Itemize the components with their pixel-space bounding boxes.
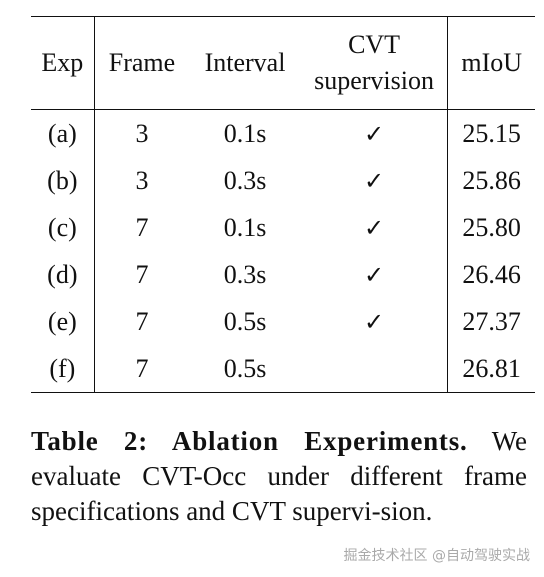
header-exp: Exp <box>31 16 95 110</box>
cell-miou: 25.86 <box>462 165 521 195</box>
cell-interval: 0.5s <box>189 345 301 393</box>
cell-miou: 25.15 <box>462 118 521 148</box>
header-cvt-supervision: CVT supervision <box>300 16 449 110</box>
cell-miou: 26.81 <box>447 345 535 393</box>
cell-cvt-checkmark: ✓ <box>300 157 449 204</box>
cell-interval: 0.3s <box>223 259 267 289</box>
cell-cvt-empty <box>300 345 449 393</box>
cell-exp: (c) <box>31 204 95 251</box>
caption-title: Table 2: Ablation Experiments. <box>31 426 468 456</box>
cell-exp: (d) <box>31 251 95 298</box>
cell-frame: 3 <box>135 165 149 195</box>
cell-exp: (f) <box>31 345 95 393</box>
table-row: (a) 3 0.1s ✓ 25.15 <box>31 109 535 157</box>
table-row: (c) 7 0.1s ✓ 25.80 <box>31 204 535 251</box>
cell-cvt-checkmark: ✓ <box>300 298 449 345</box>
header-cvt-line1: CVT <box>348 30 401 59</box>
ablation-table: Exp Frame Interval CVT supervision mIoU … <box>31 16 535 393</box>
cell-cvt-checkmark: ✓ <box>300 109 449 157</box>
header-miou: mIoU <box>447 16 535 110</box>
table-row: (d) 7 0.3s ✓ 26.46 <box>31 251 535 298</box>
cell-interval: 0.1s <box>223 118 267 148</box>
cell-exp: (b) <box>31 157 95 204</box>
table-row: (f) 7 0.5s 26.81 <box>31 345 535 393</box>
cell-miou-best: 27.37 <box>462 306 521 336</box>
header-interval: Interval <box>189 16 301 110</box>
cell-interval: 0.1s <box>223 212 267 242</box>
cell-frame: 3 <box>135 118 149 148</box>
cell-frame: 7 <box>135 306 149 336</box>
cell-cvt-checkmark: ✓ <box>300 204 449 251</box>
caption-body: We evaluate CVT-Occ under different fram… <box>31 426 527 526</box>
table-caption: Table 2: Ablation Experiments. We evalua… <box>31 424 527 529</box>
cell-frame: 7 <box>135 259 149 289</box>
table-row: (b) 3 0.3s ✓ 25.86 <box>31 157 535 204</box>
header-frame: Frame <box>94 16 190 110</box>
cell-frame: 7 <box>94 345 190 393</box>
cell-interval: 0.5s <box>223 306 267 336</box>
table-row: (e) 7 0.5s ✓ 27.37 <box>31 298 535 345</box>
cell-interval: 0.3s <box>223 165 267 195</box>
cell-frame: 7 <box>135 212 149 242</box>
cell-miou: 26.46 <box>462 259 521 289</box>
header-cvt-line2: supervision <box>314 66 434 95</box>
cell-exp: (e) <box>31 298 95 345</box>
cell-cvt-checkmark: ✓ <box>300 251 449 298</box>
cell-exp: (a) <box>31 109 95 157</box>
watermark: 掘金技术社区 @自动驾驶实战 <box>343 548 530 564</box>
cell-miou: 25.80 <box>462 212 521 242</box>
table-header-row: Exp Frame Interval CVT supervision mIoU <box>31 16 535 110</box>
